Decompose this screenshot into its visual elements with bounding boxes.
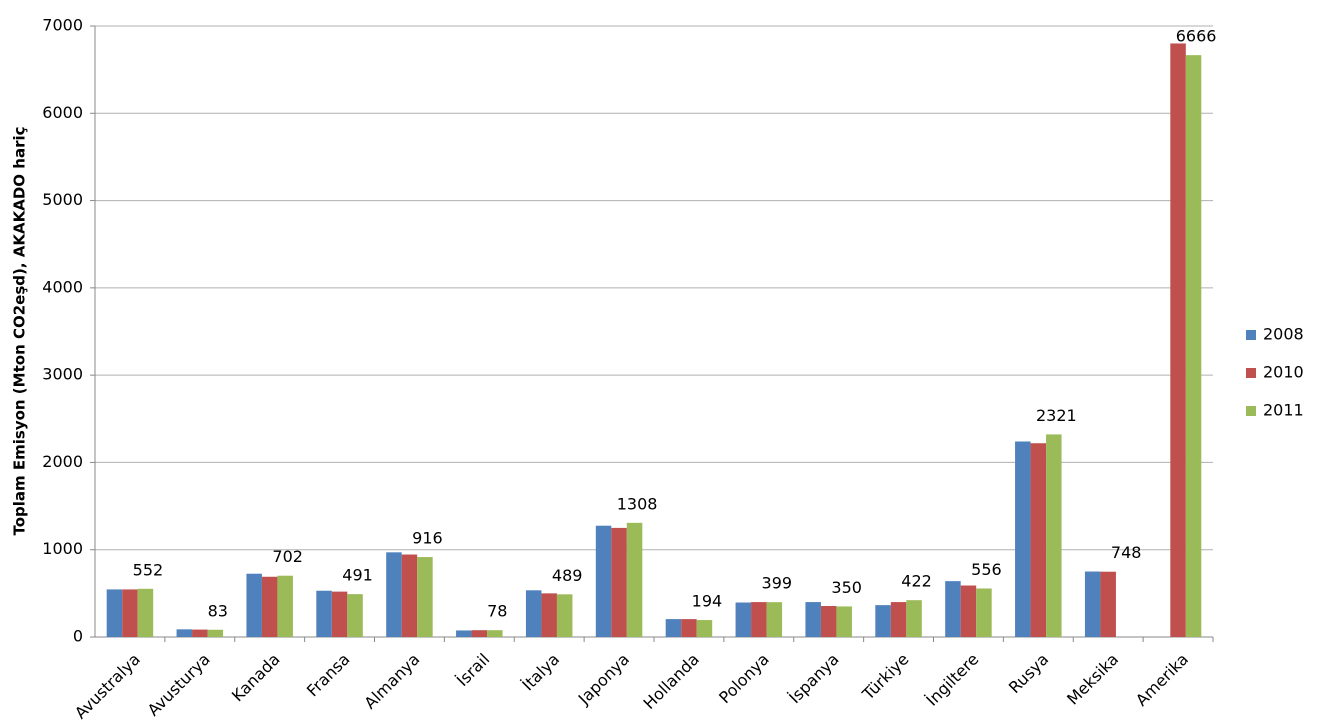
bar	[471, 630, 488, 637]
data-label: 491	[342, 566, 373, 585]
bar	[347, 594, 363, 637]
bar	[1046, 434, 1062, 637]
data-label: 2321	[1036, 406, 1077, 425]
bar	[945, 581, 961, 637]
bar	[976, 588, 992, 637]
x-tick-label: Japonya	[574, 650, 633, 709]
legend-swatch	[1246, 368, 1256, 378]
data-label: 6666	[1176, 27, 1217, 46]
bar	[906, 600, 922, 637]
bar	[805, 602, 821, 637]
data-label: 83	[208, 601, 228, 620]
bar	[766, 602, 783, 637]
x-tick-label: Meksika	[1063, 650, 1122, 709]
legend-label: 2008	[1263, 325, 1304, 344]
x-tick-label: Kanada	[228, 650, 284, 706]
bar	[401, 554, 418, 637]
bar	[1084, 571, 1101, 637]
bar	[626, 522, 643, 637]
bar	[261, 576, 278, 637]
legend-swatch	[1246, 406, 1256, 416]
bar	[681, 619, 697, 637]
bar	[836, 606, 852, 637]
data-label: 748	[1111, 543, 1142, 562]
x-tick-label: Avustralya	[71, 650, 144, 723]
bar	[106, 589, 123, 637]
y-tick-label: 7000	[42, 16, 83, 35]
x-tick-label: Polonya	[715, 650, 773, 708]
bar	[386, 552, 402, 637]
bar	[541, 593, 557, 637]
bar	[1015, 441, 1031, 637]
y-tick-label: 5000	[42, 190, 83, 209]
x-tick-label: Hollanda	[640, 650, 703, 713]
bar	[122, 589, 138, 637]
legend-swatch	[1246, 330, 1256, 340]
x-tick-label: İtalya	[518, 650, 563, 695]
x-tick-label: İspanya	[785, 650, 843, 708]
bar	[525, 590, 542, 637]
bar	[696, 620, 713, 637]
data-label: 350	[831, 578, 862, 597]
x-tick-label: İsrail	[453, 650, 494, 691]
x-tick-label: Fransa	[303, 650, 354, 701]
bar	[316, 590, 332, 637]
data-label: 556	[971, 560, 1002, 579]
y-tick-label: 1000	[42, 539, 83, 558]
bar	[595, 525, 612, 637]
x-tick-label: Almanya	[360, 650, 423, 713]
bar	[331, 591, 348, 637]
y-tick-label: 2000	[42, 452, 83, 471]
bar	[207, 629, 224, 637]
bar	[176, 629, 193, 637]
y-tick-label: 6000	[42, 103, 83, 122]
bar	[890, 602, 907, 637]
y-tick-label: 4000	[42, 277, 83, 296]
legend-label: 2010	[1263, 363, 1304, 382]
data-label: 422	[901, 572, 932, 591]
bar	[1170, 43, 1186, 637]
data-label: 552	[133, 560, 164, 579]
data-label: 916	[412, 529, 443, 548]
data-label: 489	[552, 566, 583, 585]
bar	[611, 527, 627, 637]
bar	[487, 630, 503, 637]
bar	[556, 594, 573, 637]
data-label: 78	[487, 602, 507, 621]
bar	[456, 630, 472, 637]
bar	[665, 619, 682, 637]
x-tick-label: Avusturya	[144, 650, 214, 720]
data-label: 399	[762, 574, 793, 593]
bar	[1100, 571, 1116, 637]
legend-label: 2011	[1263, 401, 1304, 420]
bar	[1185, 55, 1202, 637]
bar	[417, 557, 433, 637]
bar	[246, 573, 262, 637]
y-tick-label: 0	[73, 627, 83, 646]
data-label: 194	[692, 592, 723, 611]
bar	[277, 575, 293, 637]
data-label: 702	[272, 547, 303, 566]
x-tick-label: Rusya	[1005, 650, 1052, 697]
bar	[137, 588, 154, 637]
data-label: 1308	[617, 494, 658, 513]
bar	[735, 602, 752, 637]
bar	[875, 605, 891, 637]
bar	[960, 585, 977, 637]
bar	[751, 602, 767, 637]
x-tick-label: Türkiye	[858, 650, 913, 705]
bar	[1030, 443, 1047, 637]
x-tick-label: İngiltere	[922, 650, 982, 710]
y-axis-title: Toplam Emisyon (Mton CO2eşd), AKAKADO ha…	[11, 126, 29, 535]
bar	[192, 629, 208, 637]
y-tick-label: 3000	[42, 365, 83, 384]
x-tick-label: Amerika	[1132, 650, 1192, 710]
bar	[820, 606, 837, 637]
